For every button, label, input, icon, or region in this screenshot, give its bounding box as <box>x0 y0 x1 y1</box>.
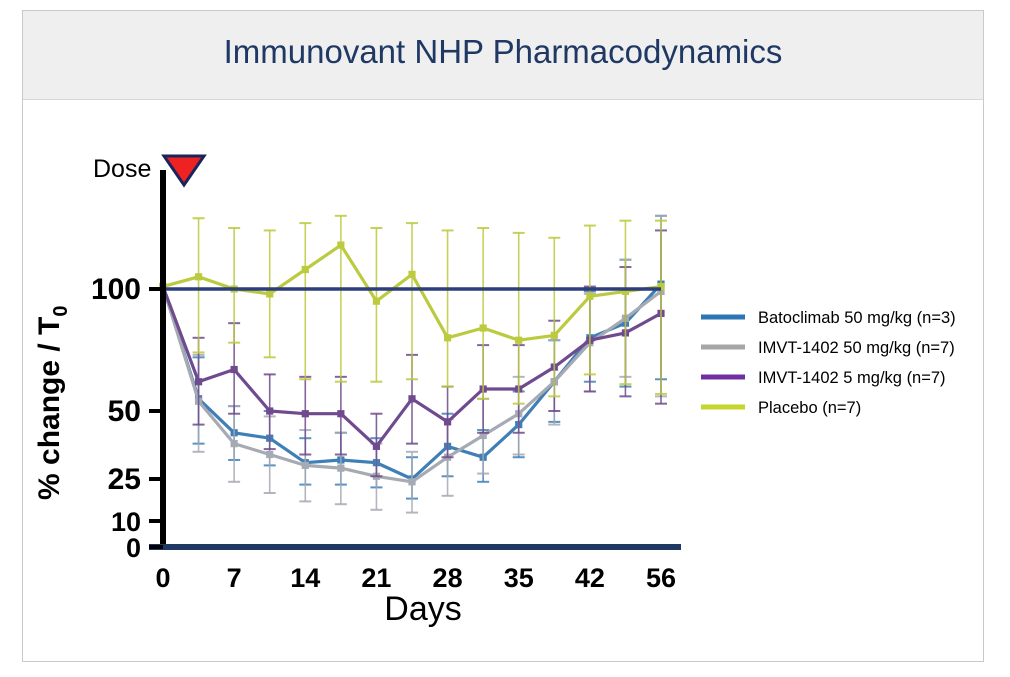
data-point <box>515 336 523 344</box>
y-axis-title-subscript: 0 <box>50 306 72 317</box>
error-bars <box>192 229 667 478</box>
x-tick-label: 42 <box>575 563 605 593</box>
legend-label: Placebo (n=7) <box>758 399 861 417</box>
data-point <box>266 290 274 298</box>
series-1 <box>159 214 667 500</box>
data-point <box>337 241 345 249</box>
chart-figure: Dose 0 10 25 50 100 0 7 14 21 28 35 42 56 % change /… <box>23 100 983 661</box>
series-3 <box>159 229 667 478</box>
dose-triangle-icon <box>161 154 207 188</box>
y-tick-label: 50 <box>108 395 141 428</box>
x-tick-label: 28 <box>433 563 463 593</box>
axis-layer <box>149 170 681 550</box>
svg-text:% change / T0: % change / T0 <box>33 306 72 501</box>
data-point <box>266 407 274 415</box>
legend-item-3[interactable]: IMVT-1402 5 mg/kg (n=7) <box>701 369 946 387</box>
x-tick-label: 56 <box>646 563 676 593</box>
x-tick-label: 35 <box>504 563 534 593</box>
x-axis-title: Days <box>384 590 461 628</box>
data-point <box>408 395 416 403</box>
data-point <box>372 297 381 305</box>
x-tick-label: 14 <box>290 563 320 593</box>
data-point <box>337 410 345 418</box>
y-axis-title: % change / T0 <box>33 306 72 501</box>
data-point <box>337 464 345 472</box>
data-point <box>230 365 238 374</box>
data-point <box>408 270 416 278</box>
series-4 <box>159 214 667 405</box>
data-point <box>657 282 665 291</box>
data-point <box>301 265 309 274</box>
title-band <box>23 11 983 100</box>
data-point <box>443 418 452 426</box>
legend-item-1[interactable]: Batoclimab 50 mg/kg (n=3) <box>701 309 956 327</box>
series-2 <box>159 214 667 514</box>
legend-label: IMVT-1402 50 mg/kg (n=7) <box>758 339 955 357</box>
data-point <box>479 431 487 440</box>
series-layer <box>159 214 667 514</box>
data-point <box>479 324 487 332</box>
data-point <box>621 287 630 296</box>
data-point <box>266 450 274 459</box>
y-tick-label: 100 <box>91 273 141 306</box>
data-point <box>550 331 558 339</box>
data-point <box>301 410 309 418</box>
data-point <box>408 478 416 486</box>
data-point <box>372 442 381 450</box>
data-point <box>301 461 309 469</box>
y-tick-label: 25 <box>108 463 141 496</box>
data-point <box>194 378 203 386</box>
error-bars <box>192 214 667 405</box>
dose-annotation-label: Dose <box>93 155 152 183</box>
data-point <box>586 292 594 300</box>
legend-label: IMVT-1402 5 mg/kg (n=7) <box>758 369 946 387</box>
x-tick-label: 7 <box>227 563 242 593</box>
slide-frame: Immunovant NHP Pharmacodynamics Dose 0 10… <box>22 10 984 662</box>
legend-label: Batoclimab 50 mg/kg (n=3) <box>758 309 956 327</box>
y-tick-label: 0 <box>126 533 141 563</box>
data-point <box>194 273 203 281</box>
legend-item-2[interactable]: IMVT-1402 50 mg/kg (n=7) <box>701 339 955 357</box>
x-tick-label: 0 <box>155 563 170 593</box>
y-axis-title-text: % change / T <box>33 317 66 500</box>
x-tick-label: 21 <box>361 563 391 593</box>
y-tick-label: 10 <box>111 507 141 537</box>
legend-item-4[interactable]: Placebo (n=7) <box>701 399 861 417</box>
page-title: Immunovant NHP Pharmacodynamics <box>223 33 783 70</box>
chart-legend: Batoclimab 50 mg/kg (n=3) IMVT-1402 50 mg… <box>701 309 956 417</box>
data-point <box>443 334 452 342</box>
data-point <box>230 440 238 448</box>
